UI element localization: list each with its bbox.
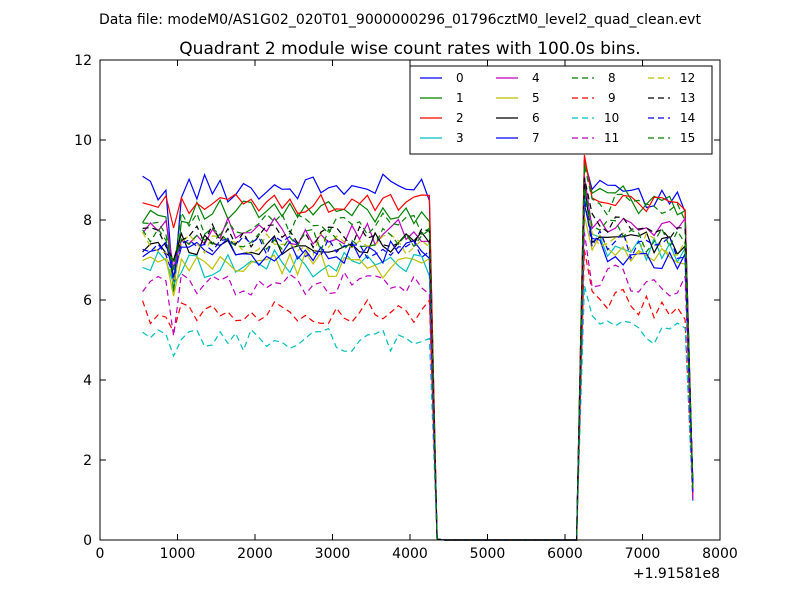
series-line-3 [142, 192, 694, 541]
legend-label-2: 2 [456, 111, 464, 125]
series-line-15 [142, 187, 694, 541]
legend-label-13: 13 [680, 91, 695, 105]
series-line-7 [142, 204, 694, 541]
x-tick-label: 4000 [392, 546, 428, 562]
legend-label-6: 6 [532, 111, 540, 125]
legend-label-11: 11 [604, 131, 619, 145]
series-line-13 [142, 177, 694, 541]
series-line-6 [142, 184, 694, 541]
legend-label-10: 10 [604, 111, 619, 125]
legend-label-0: 0 [456, 71, 464, 85]
x-tick-label: 3000 [315, 546, 351, 562]
y-tick-label: 4 [83, 373, 92, 389]
y-tick-label: 8 [83, 213, 92, 229]
legend-label-12: 12 [680, 71, 695, 85]
series-line-10 [142, 285, 694, 541]
series-line-0 [142, 159, 694, 541]
series-line-5 [142, 215, 694, 541]
legend-label-4: 4 [532, 71, 540, 85]
y-tick-label: 12 [74, 53, 92, 69]
series-line-11 [142, 232, 694, 541]
x-offset-label: +1.91581e8 [633, 566, 720, 582]
y-tick-label: 6 [83, 293, 92, 309]
y-tick-label: 2 [83, 453, 92, 469]
axes: 0 1000 2000 3000 4000 5000 6000 7000 80000246810… [74, 53, 738, 562]
x-tick-label: 1000 [160, 546, 196, 562]
y-tick-label: 0 [83, 533, 92, 549]
series-line-14 [142, 198, 694, 541]
chart-title: Quadrant 2 module wise count rates with … [179, 39, 640, 59]
plot-area [142, 154, 694, 541]
y-tick-label: 10 [74, 133, 92, 149]
legend-label-14: 14 [680, 111, 695, 125]
legend-label-8: 8 [608, 71, 616, 85]
legend-label-5: 5 [532, 91, 540, 105]
series-line-1 [142, 159, 694, 541]
x-tick-label: 2000 [237, 546, 273, 562]
legend-label-9: 9 [608, 91, 616, 105]
series-line-8 [142, 165, 694, 541]
x-tick-label: 6000 [547, 546, 583, 562]
x-tick-label: 5000 [470, 546, 506, 562]
legend-label-7: 7 [532, 131, 540, 145]
x-tick-label: 7000 [625, 546, 661, 562]
legend-label-15: 15 [680, 131, 695, 145]
figure-suptitle: Data file: modeM0/AS1G02_020T01_90000002… [99, 12, 701, 28]
legend-label-3: 3 [456, 131, 464, 145]
series-line-4 [142, 176, 694, 541]
legend-label-1: 1 [456, 91, 464, 105]
series-line-9 [142, 249, 694, 541]
x-tick-label: 0 [96, 546, 105, 562]
legend-box [409, 65, 713, 155]
series-line-2 [142, 154, 694, 541]
x-tick-label: 8000 [702, 546, 738, 562]
